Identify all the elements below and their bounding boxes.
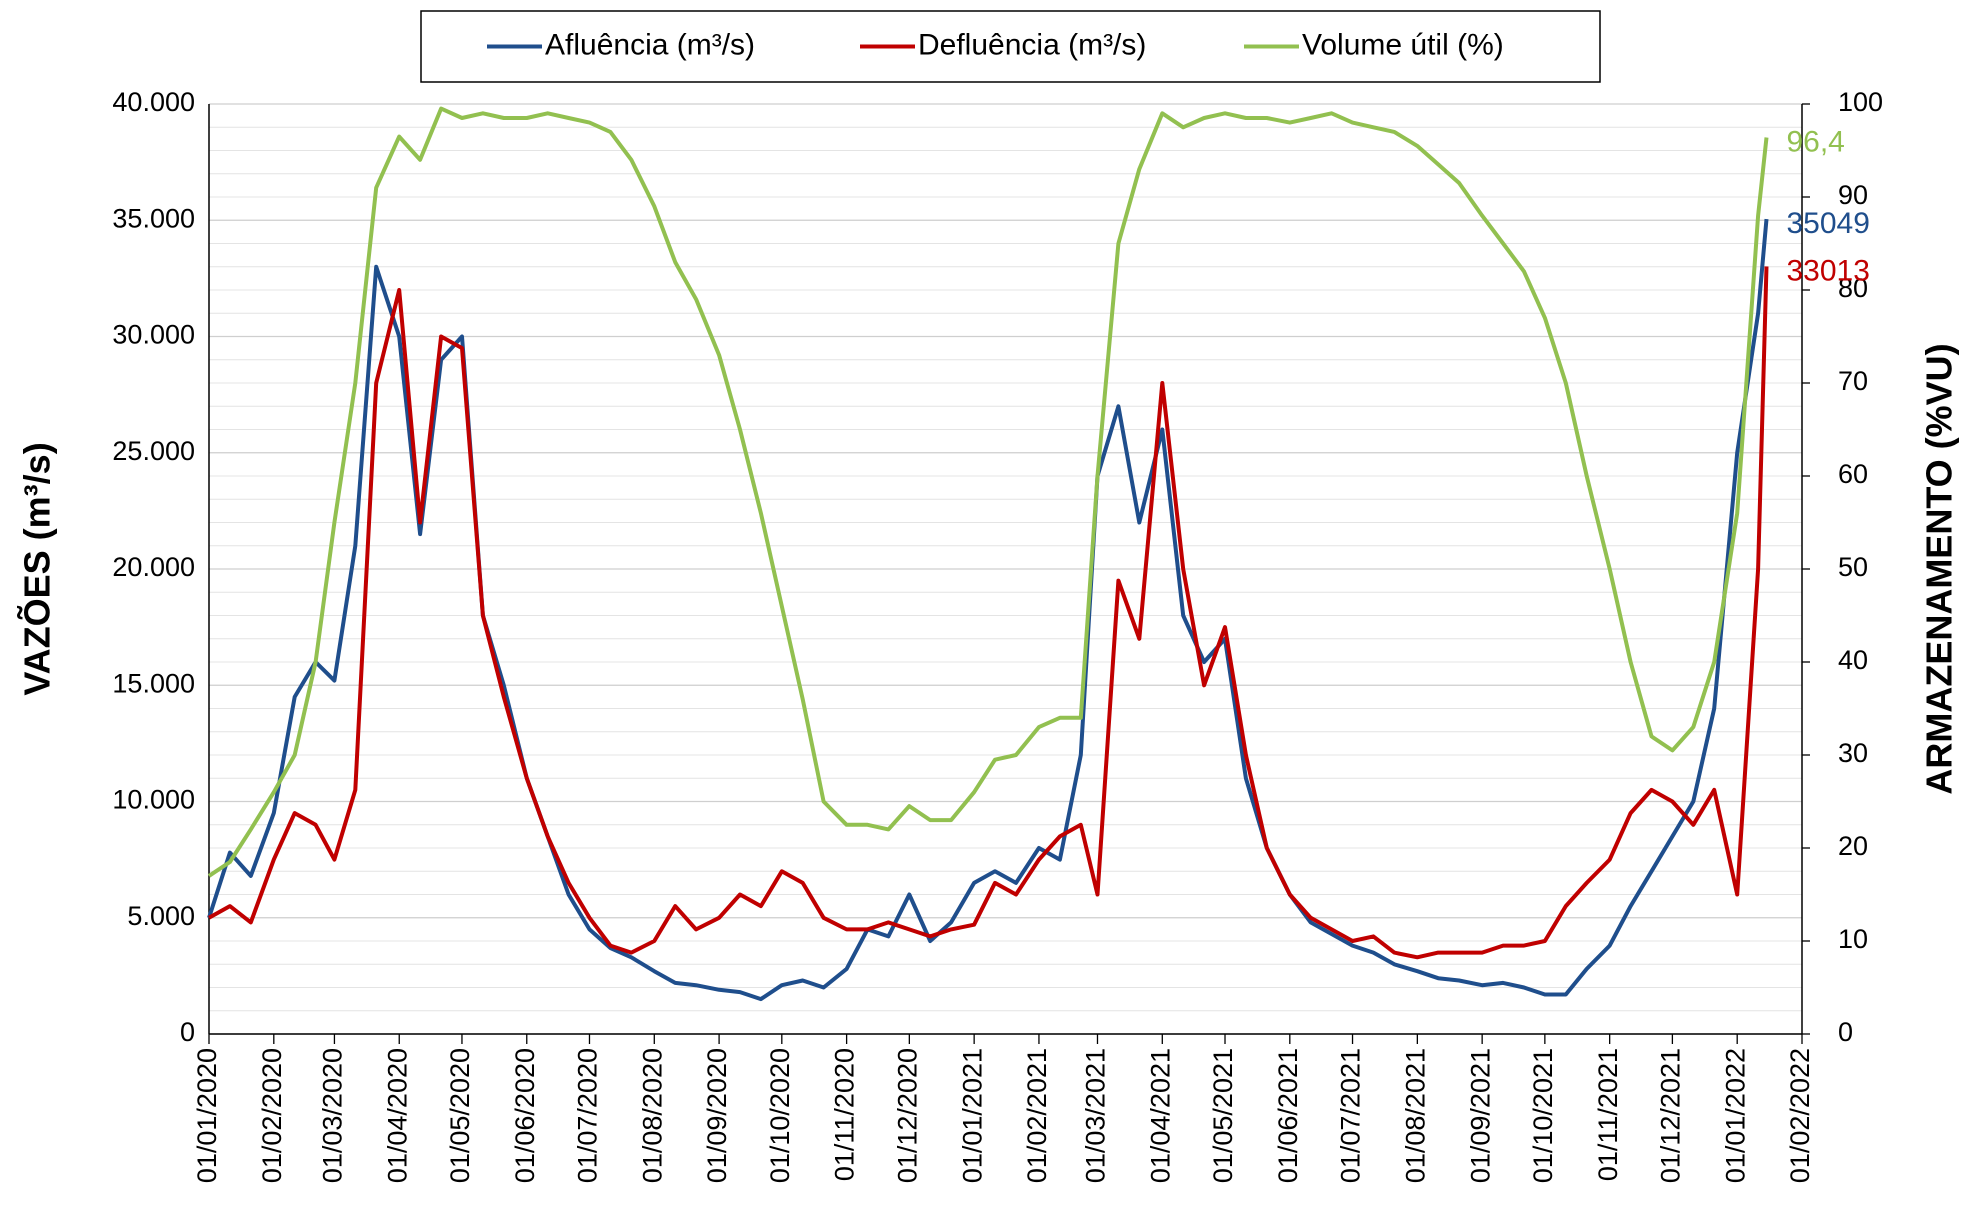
x-tick-label: 01/01/2022 — [1720, 1048, 1750, 1183]
legend-label: Defluência (m³/s) — [918, 28, 1146, 61]
y-tick-label: 30.000 — [112, 320, 195, 350]
y-tick-label: 5.000 — [127, 901, 195, 931]
y2-tick-label: 60 — [1838, 459, 1868, 489]
x-tick-label: 01/07/2021 — [1336, 1048, 1366, 1183]
x-tick-label: 01/06/2020 — [510, 1048, 540, 1183]
x-tick-label: 01/06/2021 — [1273, 1048, 1303, 1183]
series-line — [208, 266, 1769, 960]
end-label: 33013 — [1786, 254, 1869, 287]
x-tick-label: 01/01/2021 — [957, 1048, 987, 1183]
x-tick-label: 01/03/2020 — [318, 1048, 348, 1183]
y2-tick-label: 70 — [1838, 366, 1868, 396]
y-tick-label: 20.000 — [112, 552, 195, 582]
x-tick-label: 01/10/2020 — [765, 1048, 795, 1183]
x-tick-label: 01/11/2021 — [1593, 1048, 1623, 1181]
y2-tick-label: 10 — [1838, 924, 1868, 954]
y2-tick-label: 90 — [1838, 180, 1868, 210]
y2-tick-label: 100 — [1838, 87, 1883, 117]
x-tick-label: 01/03/2021 — [1081, 1048, 1111, 1183]
y2-tick-label: 0 — [1838, 1017, 1853, 1047]
x-tick-label: 01/05/2021 — [1208, 1048, 1238, 1183]
y-tick-label: 25.000 — [112, 436, 195, 466]
y2-tick-label: 20 — [1838, 831, 1868, 861]
y2-axis-title: ARMAZENAMENTO (%VU) — [1919, 343, 1960, 794]
y-tick-label: 35.000 — [112, 203, 195, 233]
x-tick-label: 01/08/2020 — [637, 1048, 667, 1183]
legend-box — [420, 10, 1601, 83]
x-tick-label: 01/09/2020 — [702, 1048, 732, 1183]
x-tick-label: 01/09/2021 — [1465, 1048, 1495, 1183]
y-tick-label: 10.000 — [112, 785, 195, 815]
x-tick-label: 01/12/2020 — [892, 1048, 922, 1183]
y-tick-label: 40.000 — [112, 87, 195, 117]
end-label: 35049 — [1786, 207, 1869, 240]
end-label: 96,4 — [1786, 125, 1844, 158]
x-tick-label: 01/12/2021 — [1656, 1048, 1686, 1183]
x-tick-label: 01/08/2021 — [1400, 1048, 1430, 1183]
x-tick-label: 01/01/2020 — [192, 1048, 222, 1183]
x-tick-label: 01/02/2020 — [257, 1048, 287, 1183]
x-tick-label: 01/02/2021 — [1022, 1048, 1052, 1183]
series-line — [207, 106, 1769, 878]
x-tick-label: 01/04/2020 — [382, 1048, 412, 1183]
x-tick-label: 01/10/2021 — [1528, 1048, 1558, 1183]
y2-tick-label: 50 — [1838, 552, 1868, 582]
y-axis-title: VAZÕES (m³/s) — [16, 442, 58, 695]
x-tick-label: 01/11/2020 — [830, 1048, 860, 1181]
legend-label: Volume útil (%) — [1302, 28, 1504, 61]
x-tick-label: 01/04/2021 — [1145, 1048, 1175, 1183]
y2-tick-label: 40 — [1838, 645, 1868, 675]
legend-label: Afluência (m³/s) — [545, 28, 755, 61]
y2-tick-label: 80 — [1838, 273, 1868, 303]
x-tick-label: 01/02/2022 — [1785, 1048, 1815, 1183]
y2-tick-label: 30 — [1838, 738, 1868, 768]
x-tick-label: 01/07/2020 — [573, 1048, 603, 1183]
x-tick-label: 01/05/2020 — [445, 1048, 475, 1183]
y-tick-label: 15.000 — [112, 668, 195, 698]
y-tick-label: 0 — [180, 1017, 195, 1047]
